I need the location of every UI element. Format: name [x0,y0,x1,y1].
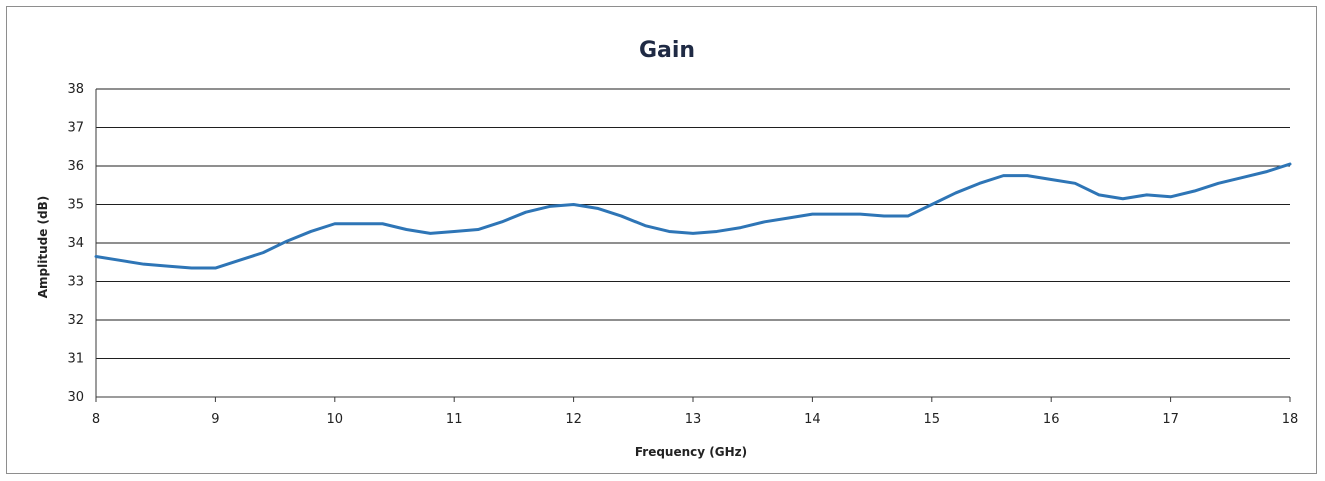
y-tick-label: 32 [67,313,84,328]
x-tick-label: 16 [1043,412,1060,427]
y-tick-label: 33 [67,275,84,290]
y-tick-label: 30 [67,390,84,405]
x-tick-label: 18 [1282,412,1299,427]
x-tick-label: 10 [327,412,344,427]
chart-title: Gain [639,38,695,63]
tick-layer: 30 31 32 33 34 35 36 37 38 8 9 10 11 12 13 14 15 16 17 18 [67,82,1298,427]
x-tick-label: 13 [685,412,702,427]
y-tick-label: 34 [67,236,84,251]
x-tick-label: 17 [1162,412,1179,427]
y-tick-label: 35 [67,198,84,213]
x-tick-label: 9 [211,412,219,427]
x-tick-label: 11 [446,412,463,427]
series-layer [94,162,1292,270]
x-tick-label: 8 [92,412,100,427]
grid-layer [95,88,1291,402]
x-tick-label: 14 [804,412,821,427]
y-tick-label: 36 [67,159,84,174]
y-tick-label: 37 [67,121,84,136]
gain-series-line [94,162,1292,270]
y-tick-label: 38 [67,82,84,97]
gain-chart: Gain 30 31 32 33 34 35 36 37 38 8 9 10 11 12 13 14 15 16 1… [36,38,1298,459]
chart-frame: Gain 30 31 32 33 34 35 36 37 38 8 9 10 11 12 13 14 15 16 1… [6,6,1317,474]
x-axis-title: Frequency (GHz) [635,445,747,459]
x-tick-label: 12 [565,412,582,427]
y-axis-title: Amplitude (dB) [36,196,50,299]
x-tick-label: 15 [924,412,941,427]
y-tick-label: 31 [67,352,84,367]
